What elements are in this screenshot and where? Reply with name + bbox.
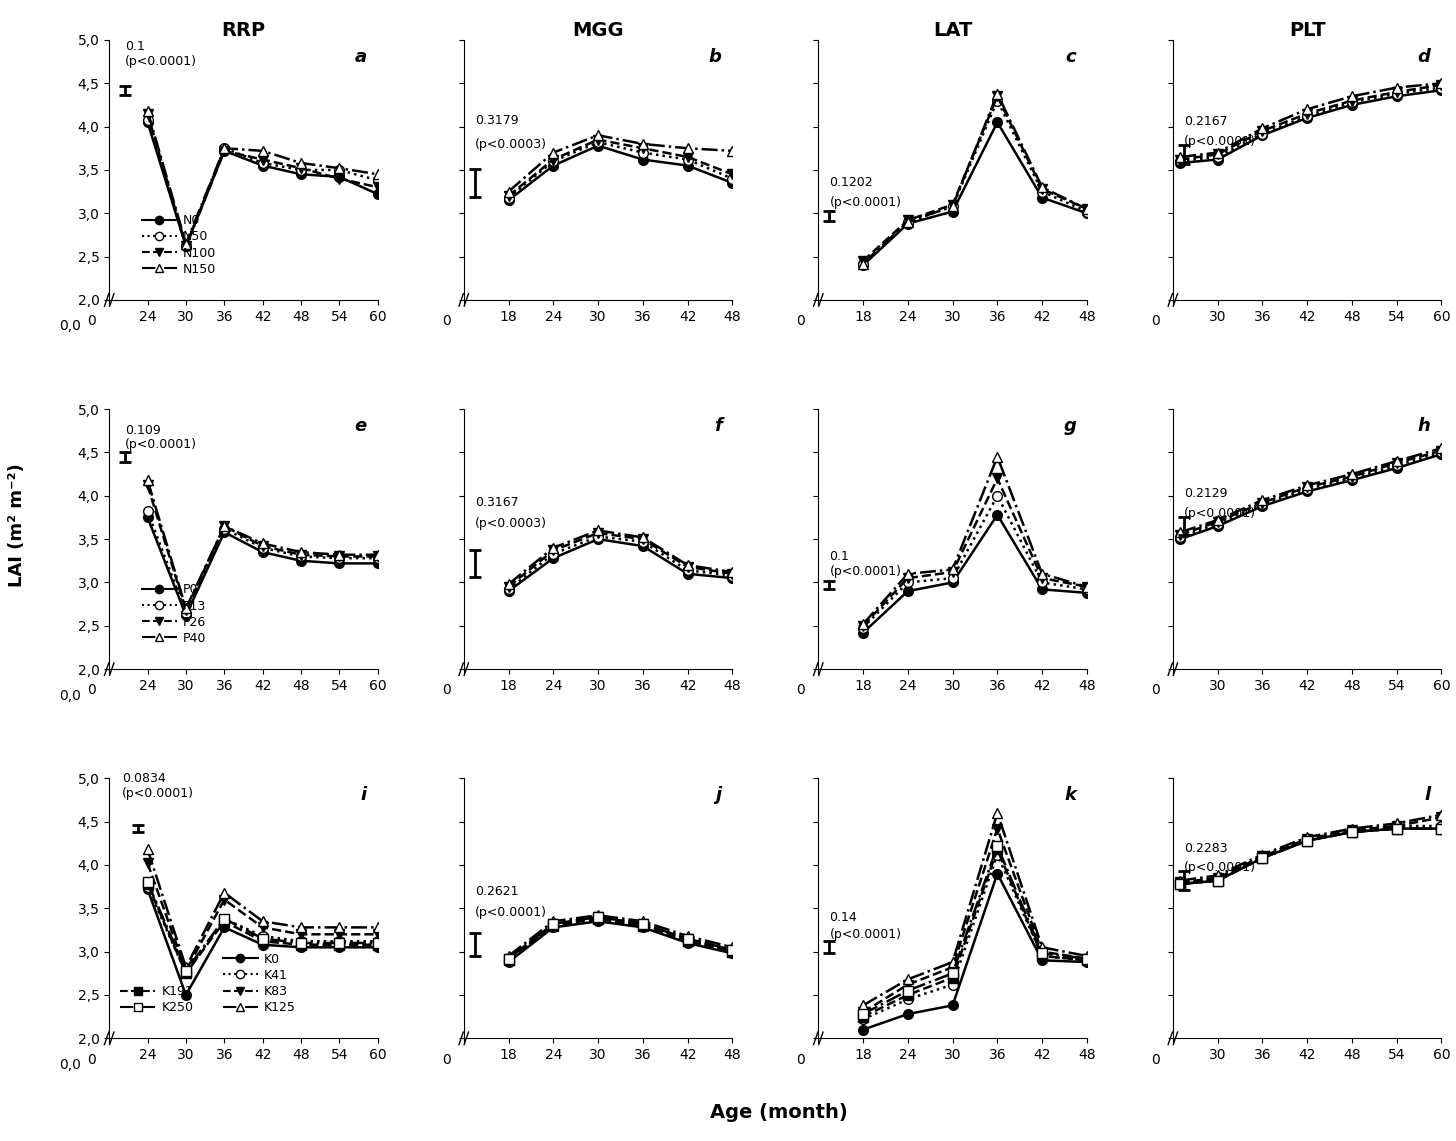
Text: (p<0.0001): (p<0.0001)	[122, 787, 194, 800]
Text: (p<0.0001): (p<0.0001)	[1184, 860, 1257, 874]
Text: Age (month): Age (month)	[711, 1103, 847, 1122]
Text: (p<0.0001): (p<0.0001)	[125, 438, 197, 451]
Text: g: g	[1063, 416, 1076, 435]
Text: (p<0.0001): (p<0.0001)	[830, 565, 901, 578]
Text: (p<0.0001): (p<0.0001)	[475, 906, 547, 919]
Title: MGG: MGG	[572, 21, 623, 40]
Text: 0.2129: 0.2129	[1184, 487, 1227, 500]
Text: b: b	[709, 48, 722, 66]
Text: 0.2167: 0.2167	[1184, 115, 1227, 128]
Text: 0: 0	[796, 314, 805, 329]
Text: 0.0834: 0.0834	[122, 772, 166, 785]
Text: 0: 0	[1152, 1053, 1160, 1067]
Text: l: l	[1424, 786, 1431, 804]
Text: 0: 0	[443, 683, 451, 697]
Text: (p<0.0001): (p<0.0001)	[830, 196, 901, 209]
Text: h: h	[1418, 416, 1431, 435]
Text: 0.1: 0.1	[125, 40, 146, 52]
Text: 0: 0	[443, 1053, 451, 1067]
Legend: P0, P13, P26, P40: P0, P13, P26, P40	[137, 578, 211, 650]
Text: 0,0: 0,0	[60, 1058, 82, 1071]
Text: 0.109: 0.109	[125, 423, 162, 437]
Text: 0.2283: 0.2283	[1184, 842, 1227, 855]
Legend: K0, K41, K83, K125: K0, K41, K83, K125	[217, 948, 300, 1019]
Text: 0.1: 0.1	[830, 550, 849, 564]
Text: c: c	[1066, 48, 1076, 66]
Title: LAT: LAT	[933, 21, 973, 40]
Text: 0: 0	[796, 1053, 805, 1067]
Text: (p<0.0001): (p<0.0001)	[125, 55, 197, 67]
Text: e: e	[355, 416, 367, 435]
Text: 0: 0	[443, 314, 451, 329]
Title: PLT: PLT	[1289, 21, 1325, 40]
Text: 0: 0	[1152, 683, 1160, 697]
Text: (p<0.0003): (p<0.0003)	[475, 518, 547, 531]
Text: k: k	[1064, 786, 1076, 804]
Text: LAI (m² m⁻²): LAI (m² m⁻²)	[9, 463, 26, 586]
Text: d: d	[1418, 48, 1431, 66]
Text: j: j	[715, 786, 722, 804]
Text: (p<0.0001): (p<0.0001)	[1184, 136, 1257, 148]
Text: (p<0.0001): (p<0.0001)	[830, 929, 901, 941]
Text: 0: 0	[87, 1053, 96, 1067]
Text: 0: 0	[1152, 314, 1160, 329]
Legend: N0, N50, N100, N150: N0, N50, N100, N150	[137, 209, 221, 281]
Text: 0: 0	[87, 314, 96, 329]
Text: (p<0.0001): (p<0.0001)	[1184, 507, 1257, 520]
Text: 0: 0	[87, 683, 96, 697]
Text: (p<0.0003): (p<0.0003)	[475, 138, 547, 151]
Text: 0.14: 0.14	[830, 911, 858, 924]
Title: RRP: RRP	[221, 21, 265, 40]
Text: 0.3167: 0.3167	[475, 496, 518, 509]
Text: 0.2621: 0.2621	[475, 885, 518, 898]
Text: 0.1202: 0.1202	[830, 176, 874, 189]
Text: 0,0: 0,0	[60, 319, 82, 333]
Text: f: f	[713, 416, 722, 435]
Text: 0: 0	[796, 683, 805, 697]
Text: 0,0: 0,0	[60, 689, 82, 703]
Text: i: i	[361, 786, 367, 804]
Text: 0.3179: 0.3179	[475, 114, 518, 127]
Text: a: a	[355, 48, 367, 66]
